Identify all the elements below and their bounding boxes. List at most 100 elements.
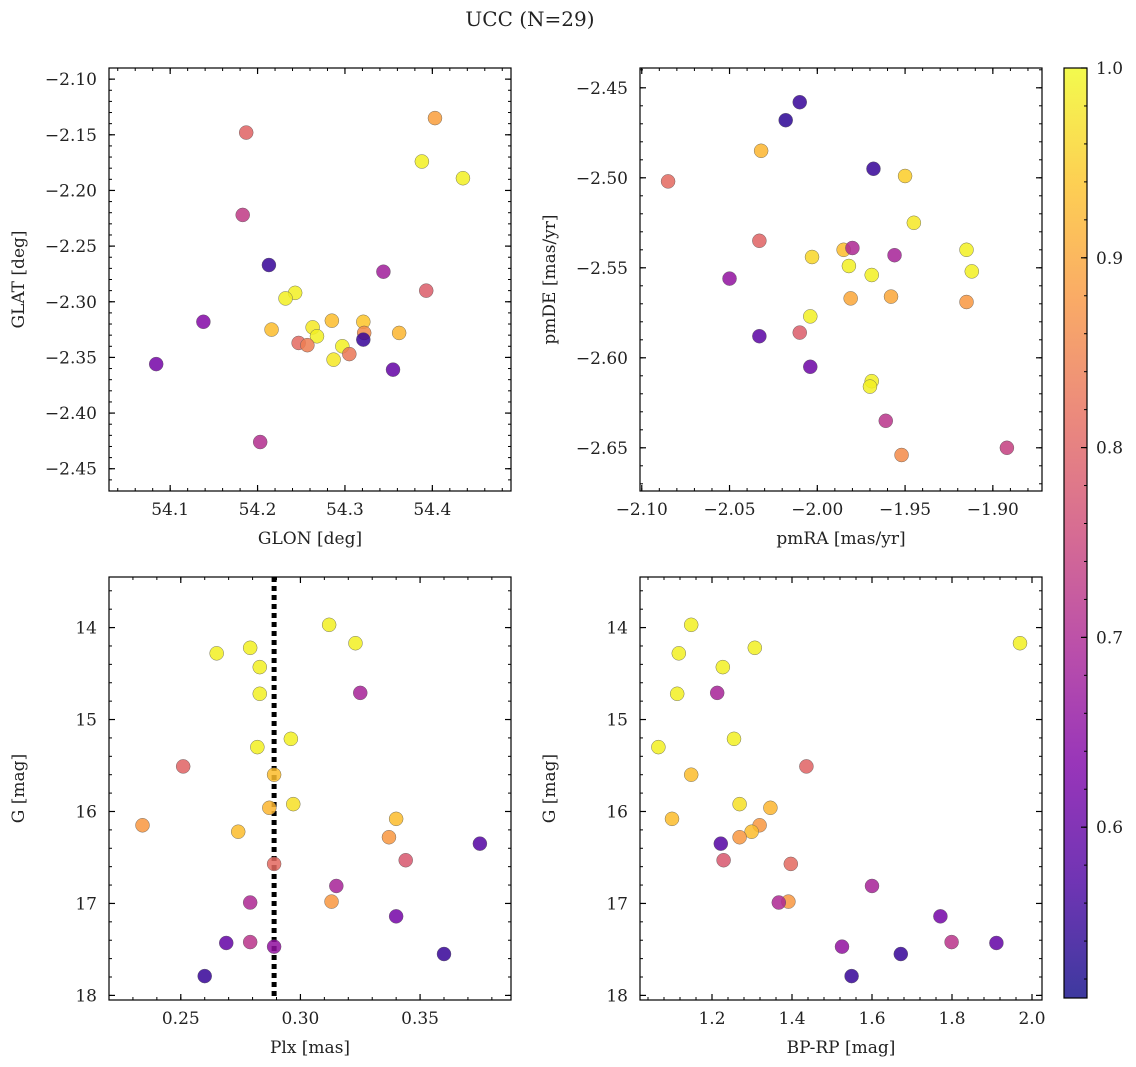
scatter-point <box>427 110 443 126</box>
scatter-point <box>747 640 762 656</box>
scatter-point <box>671 646 686 661</box>
y-tick-label: 18 <box>75 986 97 1006</box>
scatter-point <box>264 322 279 337</box>
scatter-point <box>670 686 685 701</box>
scatter-point <box>944 934 959 950</box>
x-tick-label: −1.95 <box>879 500 931 520</box>
scatter-point <box>321 617 337 633</box>
scatter-point <box>239 125 254 140</box>
scatter-point <box>356 332 371 347</box>
scatter-point <box>261 257 277 273</box>
y-tick-label: −2.65 <box>576 439 628 459</box>
y-tick-label: −2.50 <box>576 169 628 189</box>
scatter-point <box>989 935 1004 951</box>
scatter-point <box>862 379 878 394</box>
scatter-point <box>841 258 857 274</box>
scatter-point <box>933 909 948 924</box>
scatter-point <box>887 247 902 263</box>
y-tick-label: 17 <box>606 894 628 914</box>
y-tick-label: −2.45 <box>45 460 97 480</box>
x-tick-label: 0.30 <box>281 1009 319 1029</box>
x-tick-label: 2.0 <box>1018 1009 1045 1029</box>
axes-frame <box>108 576 512 1001</box>
y-axis-label: G [mag] <box>540 754 560 823</box>
scatter-point <box>792 94 807 110</box>
x-tick-label: −2.05 <box>703 500 755 520</box>
scatter-point <box>906 215 922 231</box>
scatter-point <box>803 359 818 374</box>
scatter-point <box>219 935 234 951</box>
x-axis-label: pmRA [mas/yr] <box>776 529 905 549</box>
scatter-point <box>732 830 747 845</box>
y-tick-label: 14 <box>606 619 628 639</box>
scatter-point <box>326 352 341 367</box>
y-tick-label: −2.10 <box>45 70 97 90</box>
scatter-point <box>799 759 814 774</box>
y-tick-label: −2.25 <box>45 237 97 257</box>
scatter-point <box>242 640 258 656</box>
scatter-point <box>999 440 1015 455</box>
scatter-point <box>1012 636 1028 651</box>
x-axis-label: Plx [mas] <box>270 1038 350 1058</box>
x-tick-label: 1.4 <box>778 1009 805 1029</box>
y-tick-label: −2.40 <box>45 404 97 424</box>
scatter-point <box>716 853 731 868</box>
x-tick-label: 0.35 <box>401 1009 439 1029</box>
y-tick-label: −2.15 <box>45 126 97 146</box>
scatter-point <box>324 313 340 328</box>
x-tick-label: −2.00 <box>791 500 843 520</box>
scatter-point <box>278 291 293 306</box>
scatter-point <box>804 249 820 265</box>
scatter-point <box>376 264 391 279</box>
scatter-point <box>722 271 737 286</box>
scatter-point <box>866 161 881 177</box>
scatter-point <box>242 934 258 950</box>
colorbar-tick-label: 0.7 <box>1096 628 1123 648</box>
scatter-point <box>752 233 767 249</box>
scatter-point <box>651 739 666 755</box>
y-tick-label: 17 <box>75 894 97 914</box>
scatter-point <box>726 731 742 747</box>
figure-title: UCC (N=29) <box>465 7 594 31</box>
panel-3: 0.25 0.30 0.35 14 15 16 17 18 Plx [mas] G [mag] <box>9 576 512 1058</box>
scatter-point <box>684 617 699 633</box>
y-tick-label: −2.60 <box>576 349 628 369</box>
scatter-point <box>197 968 212 984</box>
x-axis-label: BP-RP [mag] <box>787 1038 896 1058</box>
axes-frame <box>639 67 1043 492</box>
scatter-point <box>391 325 407 341</box>
scatter-point <box>959 242 974 258</box>
y-tick-label: −2.55 <box>576 259 628 279</box>
scatter-point <box>329 878 344 894</box>
colorbar-ticks: 0.6 0.7 0.8 0.9 1.0 <box>1081 59 1123 980</box>
scatter-point <box>419 283 434 298</box>
x-axis-label: GLON [deg] <box>258 529 362 549</box>
scatter-point <box>283 731 299 747</box>
x-tick-label: 0.25 <box>162 1009 200 1029</box>
scatter-point <box>455 171 471 186</box>
x-tick-label: 1.2 <box>698 1009 725 1029</box>
scatter-point <box>472 836 488 851</box>
scatter-point <box>660 174 676 189</box>
scatter-point <box>843 291 858 306</box>
scatter-point <box>242 895 258 910</box>
colorbar-frame <box>1063 67 1088 999</box>
y-tick-label: 16 <box>75 802 97 822</box>
scatter-point <box>878 413 893 428</box>
y-tick-label: 18 <box>606 986 628 1006</box>
scatter-point <box>864 878 880 894</box>
x-tick-label: 1.8 <box>938 1009 965 1029</box>
axes-frame <box>639 576 1043 1001</box>
scatter-point <box>710 685 725 701</box>
scatter-point <box>262 800 277 816</box>
colorbar: 0.6 0.7 0.8 0.9 1.0 <box>1063 59 1123 999</box>
scatter-point <box>893 946 908 962</box>
colorbar-tick-label: 0.8 <box>1096 439 1123 459</box>
colorbar-tick-label: 0.9 <box>1096 249 1123 269</box>
x-tick-label: 54.4 <box>413 500 451 520</box>
scatter-point <box>266 767 282 782</box>
scatter-point <box>381 830 397 845</box>
scatter-point <box>135 818 150 833</box>
scatter-point <box>964 264 979 279</box>
scatter-point <box>792 325 807 340</box>
